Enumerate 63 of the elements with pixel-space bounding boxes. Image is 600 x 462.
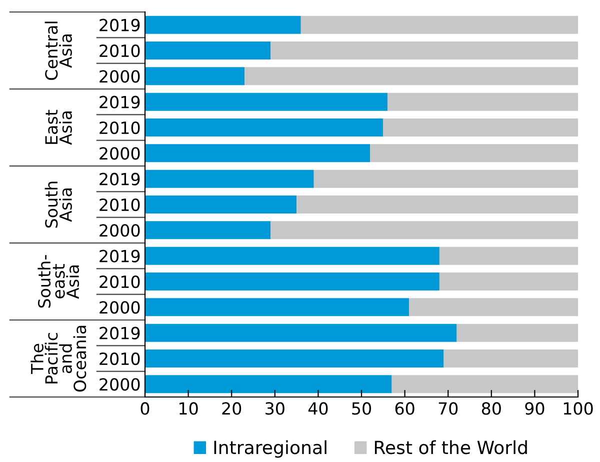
x-tick-label: 60 [395,402,414,415]
bar [145,272,440,290]
bar [383,118,578,136]
legend-label: Rest of the World [374,440,527,454]
bar [439,272,578,290]
y-tick-label: 2000 [100,301,140,314]
bar [439,246,578,265]
x-tick-label: 40 [308,402,328,415]
bar [145,246,440,265]
text: Central Asia [44,22,72,80]
bar [456,324,578,342]
y-tick-label: 2000 [100,70,140,83]
bar [314,170,578,188]
bar [387,92,578,111]
y-tick-label: 2010 [100,121,140,134]
y-tick-label: 2019 [100,18,140,32]
bar [145,170,314,188]
bar [270,42,578,60]
bar [145,42,271,60]
x-tick-label: 0 [140,402,150,415]
text: The Pacific and Oceania [30,326,86,392]
text: South- east Asia [38,255,80,308]
text: South Asia [44,182,72,228]
x-tick-label: 50 [352,402,371,415]
bar [145,16,301,34]
bar [145,144,370,162]
bar [145,221,271,240]
y-tick-label: 2019 [100,96,140,108]
bar [145,118,384,136]
bar [444,350,578,368]
bar [145,196,297,214]
bar [145,67,245,86]
bar [300,16,578,34]
y-tick-label: 2010 [100,352,140,366]
y-tick-label: 2019 [100,326,140,340]
x-tick-label: 80 [482,402,501,415]
bar [145,324,457,342]
text: East Asia [45,110,72,145]
x-tick-label: 90 [525,402,544,415]
y-tick-label: 2010 [100,198,140,212]
y-tick-label: 2019 [100,250,140,262]
bar [370,144,578,162]
x-tick-label: 20 [222,402,242,415]
y-tick-label: 2000 [100,378,140,391]
bar [244,67,578,86]
y-tick-label: 2019 [100,172,140,186]
bar [409,298,578,316]
bar [270,221,578,240]
x-tick-label: 30 [266,402,284,415]
bar [296,196,578,214]
x-tick-label: 70 [438,402,458,415]
bar [145,92,388,111]
y-tick-label: 2000 [100,224,140,237]
bar [145,350,444,368]
legend-label: Intraregional [214,440,326,458]
x-tick-label: 10 [180,402,198,415]
y-tick-label: 2010 [100,275,140,288]
bar [145,298,410,316]
bar [392,375,578,394]
y-tick-label: 2010 [100,44,140,58]
y-tick-label: 2000 [100,147,140,160]
x-tick-label: 100 [564,402,593,415]
bar [145,375,392,394]
